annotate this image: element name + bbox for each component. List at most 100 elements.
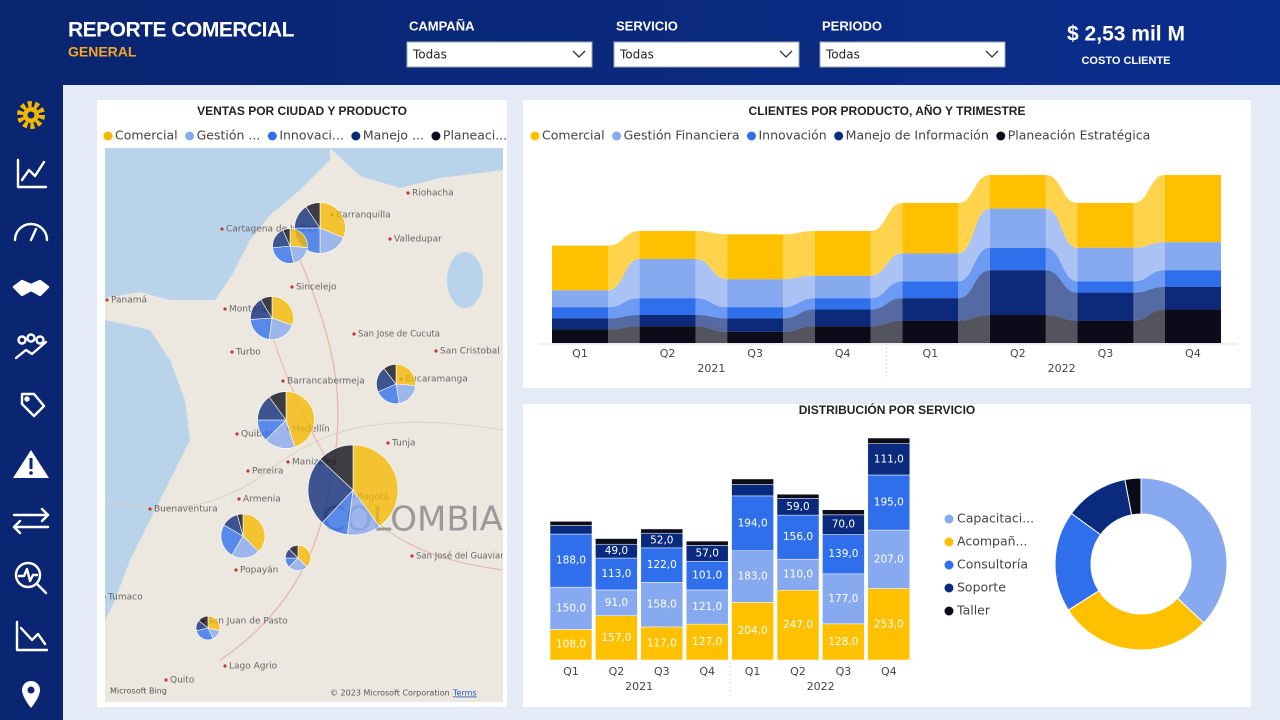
value-label: 195,0: [874, 497, 904, 509]
value-label: 247,0: [783, 619, 813, 631]
bar-segment: [549, 525, 593, 535]
dropdown-value: Todas: [412, 48, 447, 62]
ribbon-band: [783, 298, 815, 319]
x-tick-label: Q4: [835, 347, 851, 360]
x-tick-label: Q1: [572, 347, 588, 360]
ribbon-column: [902, 298, 959, 321]
city-dot: [386, 441, 390, 445]
value-label: 52,0: [650, 535, 673, 547]
map-label: Turbo: [235, 348, 261, 358]
pie-slice: [236, 513, 244, 537]
ribbon-column: [1077, 247, 1134, 282]
map-label: Tumaco: [107, 593, 143, 603]
ribbon-column: [639, 231, 696, 259]
dropdown-box[interactable]: [406, 41, 593, 68]
pie-slice: [198, 615, 209, 629]
ribbon-band: [608, 259, 640, 308]
nav-tags[interactable]: [20, 392, 46, 418]
bar-segment: [731, 478, 774, 485]
report-subtitle: GENERAL: [68, 44, 137, 60]
nav-analysis[interactable]: [14, 561, 48, 595]
bar-segment: [640, 547, 684, 583]
ribbon-band: [695, 315, 728, 332]
pie-slice: [319, 444, 354, 491]
nav-settings[interactable]: [17, 101, 45, 129]
bar-segment: [822, 509, 865, 516]
filter-dropdown[interactable]: Todas: [406, 41, 593, 68]
map-label: Cartagena de Indias: [226, 225, 317, 235]
value-label: 91,0: [605, 597, 628, 609]
value-label: 253,0: [874, 618, 904, 630]
nav-transfer[interactable]: [12, 507, 50, 535]
city-dot: [223, 664, 227, 668]
ribbon-column: [1165, 242, 1221, 271]
nav-icons: [12, 101, 50, 708]
nav-location[interactable]: [22, 681, 40, 708]
ribbon-column: [989, 315, 1046, 343]
legend-label: Taller: [956, 603, 991, 618]
ribbon-band: [783, 326, 815, 343]
filter-label: PERIODO: [822, 18, 882, 33]
legend-marker: [530, 131, 540, 141]
nav-alerts[interactable]: [13, 450, 49, 478]
city-dot: [290, 285, 294, 289]
ribbon-band: [1045, 208, 1078, 282]
x-group-label: 2022: [1048, 362, 1076, 375]
city-dot: [434, 349, 438, 353]
map-terms[interactable]: Terms: [452, 689, 477, 698]
legend-marker: [996, 131, 1006, 141]
bar-segment: [731, 484, 774, 497]
kpi-value: $ 2,53 mil M: [1067, 23, 1185, 46]
dropdown-box[interactable]: [819, 41, 1006, 68]
nav-decline[interactable]: [15, 620, 49, 652]
pie-slice: [395, 364, 416, 386]
nav-team[interactable]: [14, 333, 48, 360]
map-label: Tunja: [391, 439, 416, 449]
ribbon-column: [727, 234, 784, 280]
ribbon-band: [1133, 309, 1165, 343]
map-label: Sincelejo: [296, 283, 337, 293]
pie-slice: [268, 391, 287, 421]
bar-segment: [776, 514, 820, 560]
nav-deals[interactable]: [12, 279, 50, 297]
legend-marker: [747, 131, 756, 141]
value-label: 122,0: [647, 559, 677, 571]
pie-slice: [305, 202, 321, 229]
bar-segment: [595, 589, 638, 616]
ribbon-column: [727, 307, 784, 319]
legend-marker: [185, 131, 195, 141]
map-label: Popayán: [240, 566, 278, 576]
ribbon-column: [814, 309, 871, 327]
bar-segment: [595, 538, 638, 545]
value-label: 204,0: [738, 625, 768, 637]
nav-trend[interactable]: [16, 158, 48, 189]
city-dot: [237, 497, 241, 501]
legend-label: Comercial: [115, 128, 178, 143]
map[interactable]: Riohacha Barranquilla Cartagena de Indias V…: [102, 148, 508, 702]
nav-gauge[interactable]: [13, 222, 49, 242]
ribbon-column: [552, 245, 608, 291]
pie-slice: [242, 513, 266, 553]
legend-marker: [944, 537, 954, 547]
map-attribution: © 2023 Microsoft Corporation: [330, 689, 450, 698]
legend-label: Consultoría: [957, 557, 1028, 572]
x-group-label: 2021: [625, 680, 653, 693]
dropdown-box[interactable]: [613, 41, 800, 68]
filter-dropdown[interactable]: Todas: [613, 41, 800, 68]
x-tick-label: Q3: [836, 665, 852, 678]
value-label: 110,0: [783, 569, 813, 581]
pie-slice: [288, 544, 299, 559]
value-label: 177,0: [828, 593, 858, 605]
x-tick-label: Q3: [654, 665, 670, 678]
map-label: Quito: [170, 676, 195, 686]
ribbon-band: [870, 281, 903, 310]
ribbon-column: [727, 331, 784, 343]
sidebar: [0, 85, 63, 720]
bar-segment: [822, 573, 865, 625]
city-dot: [235, 432, 239, 436]
value-label: 157,0: [601, 632, 631, 644]
filter-dropdown[interactable]: Todas: [819, 41, 1006, 68]
bar-segment: [549, 586, 593, 630]
value-label: 113,0: [601, 568, 631, 580]
ribbon-column: [552, 329, 608, 343]
